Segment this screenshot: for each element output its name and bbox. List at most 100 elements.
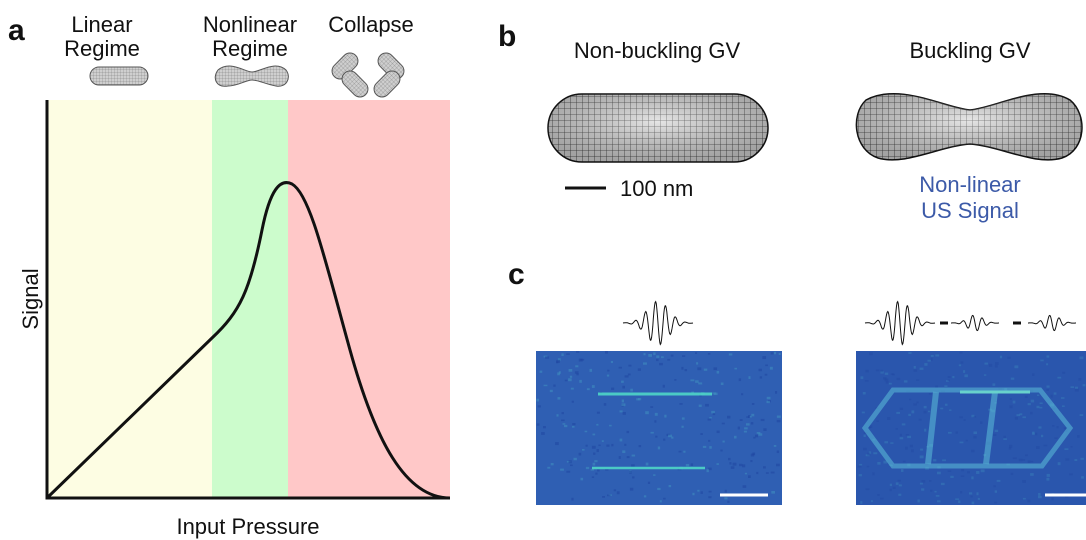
speckle-dot: [961, 361, 964, 363]
speckle-dot: [572, 401, 574, 403]
speckle-dot: [622, 403, 626, 406]
speckle-dot: [683, 451, 685, 453]
speckle-dot: [617, 491, 620, 494]
speckle-dot: [771, 472, 775, 474]
speckle-dot: [900, 434, 902, 436]
speckle-dot: [611, 361, 613, 363]
speckle-dot: [562, 412, 564, 414]
speckle-dot: [967, 471, 970, 473]
speckle-dot: [655, 413, 658, 416]
speckle-dot: [650, 406, 653, 408]
speckle-dot: [657, 488, 660, 490]
speckle-dot: [550, 390, 553, 392]
speckle-dot: [667, 359, 670, 361]
speckle-dot: [969, 492, 972, 494]
speckle-dot: [1071, 386, 1075, 388]
speckle-dot: [1022, 480, 1026, 483]
regime-label: Regime: [64, 36, 140, 61]
speckle-dot: [972, 502, 975, 505]
speckle-dot: [1077, 435, 1080, 438]
speckle-dot: [609, 425, 612, 427]
speckle-dot: [709, 491, 712, 493]
speckle-dot: [679, 403, 682, 405]
speckle-dot: [959, 364, 961, 366]
speckle-dot: [733, 463, 737, 466]
speckle-dot: [901, 469, 903, 472]
speckle-dot: [585, 431, 588, 433]
speckle-dot: [948, 376, 951, 378]
speckle-dot: [770, 367, 773, 370]
y-axis-label: Signal: [18, 268, 43, 329]
scale-bar-label: 100 nm: [620, 176, 693, 201]
regime-label: Nonlinear: [203, 12, 297, 37]
speckle-dot: [940, 408, 943, 410]
speckle-dot: [582, 449, 585, 451]
speckle-dot: [547, 467, 550, 469]
speckle-dot: [571, 388, 574, 390]
speckle-dot: [708, 419, 711, 421]
speckle-dot: [995, 490, 997, 492]
speckle-dot: [1014, 365, 1018, 368]
speckle-dot: [974, 432, 978, 434]
speckle-dot: [757, 432, 761, 434]
pulse: [865, 302, 935, 345]
speckle-dot: [973, 436, 976, 438]
speckle-dot: [863, 448, 867, 450]
speckle-dot: [873, 452, 877, 454]
speckle-dot: [627, 431, 630, 433]
speckle-dot: [984, 374, 986, 376]
speckle-dot: [924, 406, 927, 408]
speckle-dot: [570, 465, 573, 467]
speckle-dot: [771, 352, 774, 354]
speckle-dot: [902, 423, 906, 425]
speckle-dot: [569, 460, 572, 463]
speckle-dot: [966, 440, 968, 442]
speckle-dot: [581, 478, 584, 481]
speckle-dot: [913, 403, 917, 405]
speckle-dot: [644, 495, 646, 497]
speckle-dot: [928, 360, 931, 362]
speckle-dot: [1037, 395, 1039, 397]
speckle-dot: [1061, 397, 1065, 399]
speckle-dot: [765, 365, 768, 367]
speckle-dot: [653, 474, 655, 476]
speckle-dot: [663, 385, 665, 388]
speckle-dot: [914, 366, 916, 369]
speckle-dot: [864, 435, 866, 437]
speckle-dot: [622, 450, 625, 453]
speckle-dot: [1041, 435, 1043, 437]
speckle-dot: [709, 417, 712, 419]
speckle-dot: [1039, 407, 1042, 409]
speckle-dot: [630, 389, 633, 392]
speckle-dot: [890, 489, 892, 492]
speckle-dot: [960, 442, 964, 444]
speckle-dot: [1081, 458, 1084, 460]
speckle-dot: [885, 379, 889, 382]
speckle-dot: [1019, 459, 1022, 462]
speckle-dot: [691, 463, 693, 466]
speckle-dot: [579, 380, 582, 383]
speckle-dot: [739, 464, 742, 466]
speckle-dot: [886, 381, 889, 383]
speckle-dot: [564, 425, 567, 427]
speckle-dot: [655, 436, 657, 438]
speckle-dot: [1078, 378, 1081, 381]
speckle-dot: [1044, 445, 1048, 447]
speckle-dot: [598, 445, 600, 447]
speckle-dot: [1032, 433, 1035, 435]
speckle-dot: [659, 363, 663, 365]
speckle-dot: [708, 496, 711, 498]
speckle-dot: [995, 365, 998, 367]
speckle-dot: [944, 385, 947, 387]
speckle-dot: [1013, 457, 1017, 459]
speckle-dot: [717, 431, 720, 433]
speckle-dot: [1009, 447, 1011, 449]
speckle-dot: [543, 426, 546, 428]
speckle-dot: [1028, 460, 1031, 463]
speckle-dot: [645, 411, 649, 414]
speckle-dot: [575, 371, 579, 374]
speckle-dot: [903, 461, 906, 463]
nonlinear-region: [212, 100, 288, 498]
speckle-dot: [725, 490, 727, 493]
speckle-dot: [557, 414, 559, 416]
